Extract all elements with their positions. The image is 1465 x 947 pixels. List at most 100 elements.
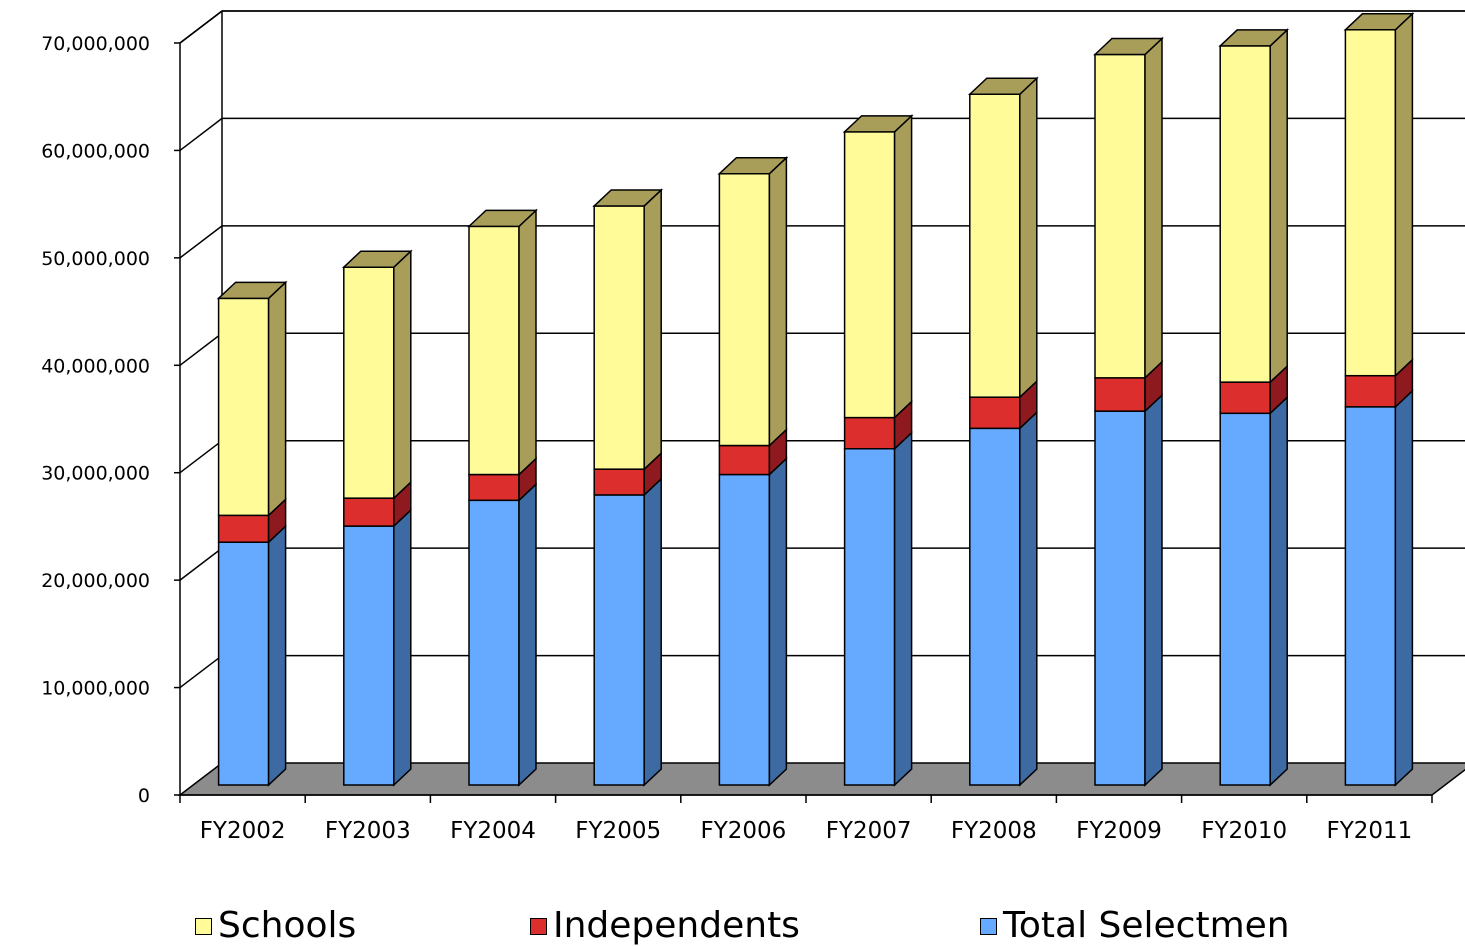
bar-top-fy2004 (467, 209, 538, 228)
y-tick-label: 0 (138, 785, 150, 807)
bar-top-fy2007 (842, 115, 914, 133)
bar-stack-fy2002 (216, 280, 288, 787)
bar-top-fy2008 (967, 77, 1039, 95)
x-tick-label: FY2008 (951, 818, 1037, 844)
legend-swatch-schools (195, 917, 212, 935)
y-tick-label: 70,000,000 (41, 33, 150, 55)
bar-independents-fy2011 (1344, 374, 1397, 408)
bar-stack-fy2011 (1343, 12, 1415, 787)
bar-top-fy2005 (592, 189, 664, 207)
bar-stack-fy2005 (592, 188, 664, 787)
x-tick-label: FY2009 (1076, 818, 1162, 844)
bar-schools-fy2009 (1094, 53, 1146, 379)
bar-side-schools-fy2008 (1019, 76, 1038, 399)
bar-independents-fy2008 (969, 396, 1021, 430)
bar-top-fy2006 (717, 156, 789, 175)
bar-schools-fy2007 (843, 131, 896, 419)
bar-independents-fy2009 (1094, 377, 1146, 412)
bar-stack-fy2007 (842, 114, 914, 787)
bar-schools-fy2004 (468, 225, 520, 476)
bar-total-selectmen-fy2011 (1344, 406, 1397, 786)
legend-label-schools: Schools (218, 905, 357, 946)
bar-total-selectmen-fy2010 (1219, 412, 1271, 786)
legend-item-independents: Independents (530, 906, 800, 946)
bar-total-selectmen-fy2007 (843, 447, 896, 786)
bar-schools-fy2003 (343, 266, 395, 499)
bar-side-total-selectmen-fy2007 (893, 431, 913, 787)
bar-total-selectmen-fy2004 (468, 499, 520, 786)
bar-side-total-selectmen-fy2002 (267, 524, 287, 787)
legend: Schools Independents Total Selectmen (0, 900, 1465, 947)
bar-top-fy2002 (216, 281, 288, 300)
y-tick-label: 60,000,000 (41, 140, 150, 162)
bars (216, 12, 1415, 787)
bar-side-schools-fy2006 (768, 155, 788, 448)
bar-schools-fy2010 (1219, 45, 1271, 383)
y-tick-label: 30,000,000 (41, 463, 150, 485)
bar-stack-fy2006 (717, 155, 789, 787)
bar-stack-fy2008 (967, 76, 1039, 787)
x-tick-label: FY2005 (575, 818, 661, 844)
legend-label-independents: Independents (553, 905, 800, 946)
bar-top-fy2009 (1093, 37, 1164, 56)
bar-side-total-selectmen-fy2010 (1269, 395, 1288, 787)
x-tick-label: FY2006 (700, 818, 786, 844)
bar-side-schools-fy2007 (893, 114, 913, 420)
legend-item-total-selectmen: Total Selectmen (980, 906, 1290, 946)
y-tick-label: 10,000,000 (41, 678, 150, 700)
y-tick-label: 40,000,000 (41, 355, 150, 377)
x-tick-label: FY2002 (200, 818, 286, 844)
bar-independents-fy2007 (843, 416, 896, 450)
bar-schools-fy2005 (593, 205, 645, 470)
bar-top-fy2003 (341, 250, 413, 268)
bar-side-total-selectmen-fy2009 (1144, 393, 1163, 787)
y-axis-top-edge (179, 10, 223, 44)
bar-total-selectmen-fy2005 (593, 494, 645, 786)
bar-schools-fy2002 (217, 297, 270, 517)
bar-stack-fy2010 (1218, 28, 1290, 787)
bar-independents-fy2002 (217, 514, 270, 543)
bar-side-schools-fy2002 (267, 280, 287, 518)
legend-swatch-total-selectmen (980, 917, 997, 935)
bar-top-fy2011 (1343, 13, 1415, 31)
y-tick-label: 20,000,000 (41, 570, 150, 592)
tick-labels: 0 10,000,000 20,000,000 30,000,000 40,000,00… (41, 33, 1412, 844)
bar-independents-fy2010 (1219, 381, 1271, 415)
bar-schools-fy2011 (1344, 29, 1397, 377)
x-tick-label: FY2003 (325, 818, 411, 844)
bar-total-selectmen-fy2008 (969, 427, 1021, 786)
bar-schools-fy2006 (718, 172, 771, 447)
bar-schools-fy2008 (969, 93, 1021, 398)
bar-total-selectmen-fy2006 (718, 473, 771, 786)
bar-independents-fy2003 (343, 497, 395, 527)
bar-side-total-selectmen-fy2011 (1394, 389, 1414, 787)
legend-item-schools: Schools (195, 906, 356, 946)
x-tick-label: FY2010 (1201, 818, 1287, 844)
bar-independents-fy2006 (718, 444, 771, 476)
bar-top-fy2010 (1218, 29, 1290, 47)
bar-independents-fy2004 (468, 473, 520, 502)
bar-side-schools-fy2010 (1269, 28, 1288, 384)
bar-stack-fy2004 (467, 208, 538, 787)
bar-total-selectmen-fy2009 (1094, 410, 1146, 786)
bar-side-schools-fy2011 (1394, 12, 1414, 378)
bar-side-schools-fy2004 (518, 208, 537, 477)
bar-side-total-selectmen-fy2003 (393, 508, 412, 787)
x-tick-label: FY2004 (450, 818, 536, 844)
x-tick-label: FY2007 (826, 818, 912, 844)
bar-independents-fy2005 (593, 468, 645, 496)
bar-side-schools-fy2009 (1144, 36, 1163, 380)
bar-side-total-selectmen-fy2008 (1019, 410, 1038, 787)
legend-swatch-independents (530, 917, 547, 935)
bar-side-schools-fy2005 (643, 188, 662, 471)
bar-total-selectmen-fy2002 (217, 541, 270, 786)
legend-label-total-selectmen: Total Selectmen (1003, 905, 1290, 946)
bar-side-total-selectmen-fy2005 (643, 477, 662, 787)
bar-total-selectmen-fy2003 (343, 525, 395, 786)
bar-side-total-selectmen-fy2004 (518, 482, 537, 787)
x-tick-label: FY2011 (1326, 818, 1412, 844)
bar-side-total-selectmen-fy2006 (768, 456, 788, 787)
stacked-bar-chart: 0 10,000,000 20,000,000 30,000,000 40,000,00… (41, 10, 1465, 844)
bar-stack-fy2003 (341, 249, 413, 787)
bar-side-schools-fy2003 (393, 249, 412, 500)
